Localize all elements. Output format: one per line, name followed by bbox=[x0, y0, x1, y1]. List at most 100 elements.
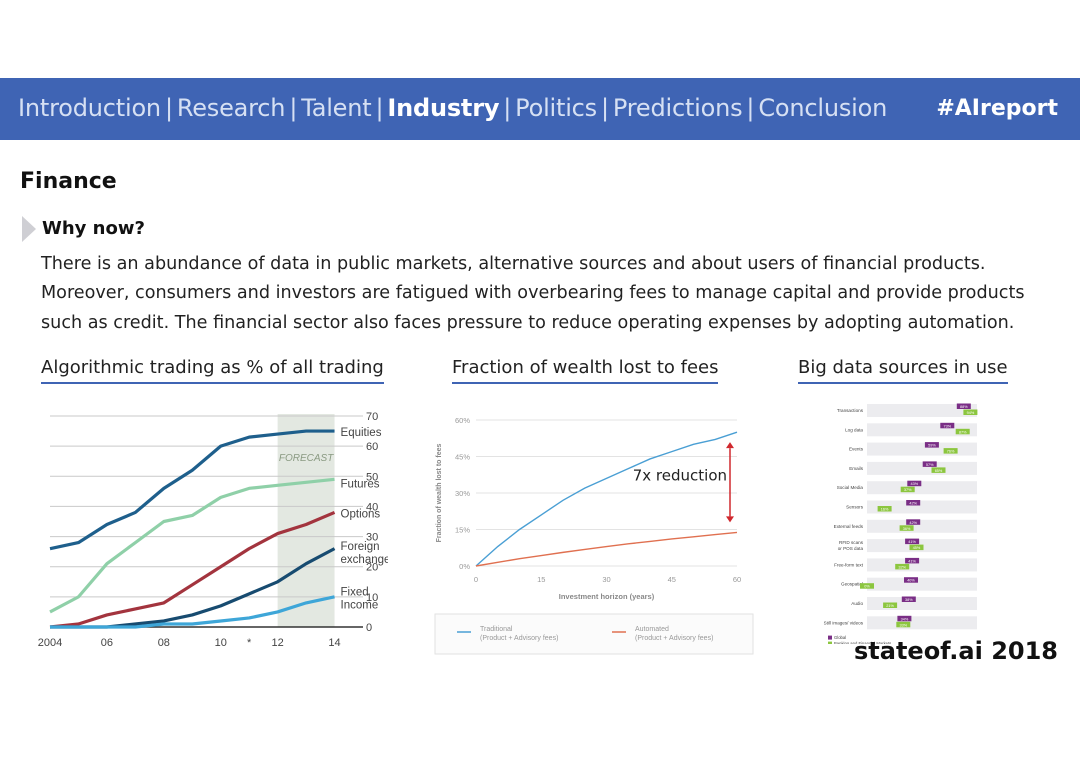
series-label: exchange bbox=[341, 554, 388, 566]
nav-politics[interactable]: Politics bbox=[515, 94, 597, 122]
nav-separator: | bbox=[746, 94, 755, 122]
value-label: 59% bbox=[928, 444, 936, 448]
y-tick-label: 10 bbox=[366, 592, 378, 604]
bar-track bbox=[867, 577, 977, 591]
value-marker bbox=[883, 602, 898, 608]
series-line bbox=[49, 429, 335, 551]
nav-research[interactable]: Research bbox=[176, 94, 286, 122]
x-tick-label: 0 bbox=[474, 575, 478, 584]
category-label: Social Media bbox=[837, 485, 864, 490]
arrow-head bbox=[726, 516, 734, 523]
y-tick-label: 60 bbox=[366, 441, 378, 453]
nav-predictions[interactable]: Predictions bbox=[612, 94, 743, 122]
x-axis-label: Investment horizon (years) bbox=[559, 592, 655, 601]
series-label: Equities bbox=[341, 427, 382, 439]
bar-track bbox=[867, 442, 977, 456]
y-tick-label: 30% bbox=[455, 489, 470, 498]
y-tick-label: 0 bbox=[366, 622, 372, 634]
value-marker bbox=[963, 409, 978, 415]
value-label: 94% bbox=[967, 411, 975, 415]
value-marker bbox=[906, 500, 921, 506]
y-tick-label: 70 bbox=[366, 411, 378, 423]
legend-label: (Product + Advisory fees) bbox=[635, 635, 713, 642]
value-label: 34% bbox=[901, 617, 909, 621]
value-marker bbox=[924, 442, 939, 448]
value-marker bbox=[909, 544, 924, 551]
value-label: 57% bbox=[926, 463, 934, 467]
category-label: Log data bbox=[845, 427, 863, 432]
legend-label: Global bbox=[834, 635, 846, 640]
nav-industry-active[interactable]: Industry bbox=[387, 94, 500, 122]
nav-separator: | bbox=[503, 94, 512, 122]
series-label: Foreign bbox=[341, 541, 380, 553]
big-data-chart: Transactions 88% 94% Log data 73% 87% Events 59… bbox=[824, 403, 978, 644]
category-label: Still images/ videos bbox=[824, 620, 864, 625]
nav-introduction[interactable]: Introduction bbox=[18, 94, 161, 122]
value-marker bbox=[940, 422, 955, 429]
category-label: Audio bbox=[851, 601, 863, 606]
value-label: 65% bbox=[935, 469, 943, 473]
series-label: Fixed bbox=[341, 586, 369, 598]
y-tick-label: 50 bbox=[366, 471, 378, 483]
series-line bbox=[49, 510, 336, 629]
bar-track bbox=[867, 481, 977, 495]
x-tick-label: * bbox=[247, 637, 252, 649]
value-label: 38% bbox=[905, 598, 913, 602]
value-marker bbox=[897, 615, 912, 622]
y-tick-label: 60% bbox=[455, 416, 470, 425]
value-label: 76% bbox=[947, 450, 955, 454]
page-title: Finance bbox=[20, 169, 117, 194]
nav-separator: | bbox=[164, 94, 173, 122]
x-tick-label: 45 bbox=[668, 575, 676, 584]
fees-chart: 0% 15% 30% 45% 60% 0 15 30 45 60 Investment horizo… bbox=[434, 416, 754, 655]
x-tick-label: 14 bbox=[328, 637, 340, 649]
value-label: 33% bbox=[899, 623, 907, 627]
legend-label: Automated bbox=[635, 626, 669, 633]
bar-track bbox=[867, 404, 977, 417]
category-label: Sensors bbox=[846, 505, 864, 510]
algo-trading-chart: FORECAST 0 10 20 30 40 50 60 70 2004 06 08 10 * 12 14 Eq… bbox=[38, 411, 388, 649]
series-line bbox=[50, 595, 335, 629]
bar-track bbox=[867, 558, 977, 572]
y-tick-label: 0% bbox=[459, 562, 470, 571]
legend-box bbox=[434, 613, 754, 655]
value-marker bbox=[877, 506, 892, 512]
value-marker bbox=[931, 467, 946, 473]
x-tick-label: 08 bbox=[158, 637, 170, 649]
value-marker bbox=[904, 577, 918, 583]
series-label: Options bbox=[341, 508, 381, 520]
category-label: RFID scans bbox=[839, 540, 864, 545]
x-tick-label: 12 bbox=[272, 637, 284, 649]
nav-conclusion[interactable]: Conclusion bbox=[758, 94, 888, 122]
top-nav-bar: Introduction | Research | Talent | Industry | Po… bbox=[0, 78, 1080, 140]
nav-separator: | bbox=[375, 94, 384, 122]
forecast-label: FORECAST bbox=[279, 453, 334, 464]
bar-track bbox=[867, 500, 977, 514]
value-label: 45% bbox=[913, 546, 921, 550]
forecast-band bbox=[277, 414, 335, 627]
algo-trading-title: Algorithmic trading as % of all trading bbox=[41, 357, 384, 384]
report-hashtag: #AIreport bbox=[936, 96, 1058, 121]
value-label: 41% bbox=[908, 540, 916, 544]
bar-track bbox=[867, 461, 977, 475]
y-tick-label: 30 bbox=[366, 532, 378, 544]
x-tick-label: 10 bbox=[215, 637, 227, 649]
y-tick-label: 45% bbox=[455, 453, 470, 462]
value-marker bbox=[907, 480, 922, 487]
category-label: Geospatial bbox=[841, 582, 863, 587]
value-marker bbox=[906, 519, 921, 525]
value-label: 42% bbox=[909, 502, 917, 506]
value-label: 36% bbox=[903, 527, 911, 531]
arrow-head bbox=[726, 442, 734, 449]
value-label: 21% bbox=[886, 604, 894, 608]
bar-track bbox=[867, 616, 977, 630]
value-label: 42% bbox=[909, 521, 917, 525]
footer-brand: stateof.ai 2018 bbox=[853, 637, 1058, 665]
value-marker bbox=[860, 583, 874, 589]
value-marker bbox=[900, 486, 915, 493]
value-label: 0% bbox=[864, 585, 870, 589]
bar-track bbox=[867, 519, 977, 533]
nav-talent[interactable]: Talent bbox=[301, 94, 372, 122]
category-label: Emails bbox=[849, 466, 863, 471]
y-axis-label: Fraction of wealth lost to fees bbox=[436, 444, 443, 543]
